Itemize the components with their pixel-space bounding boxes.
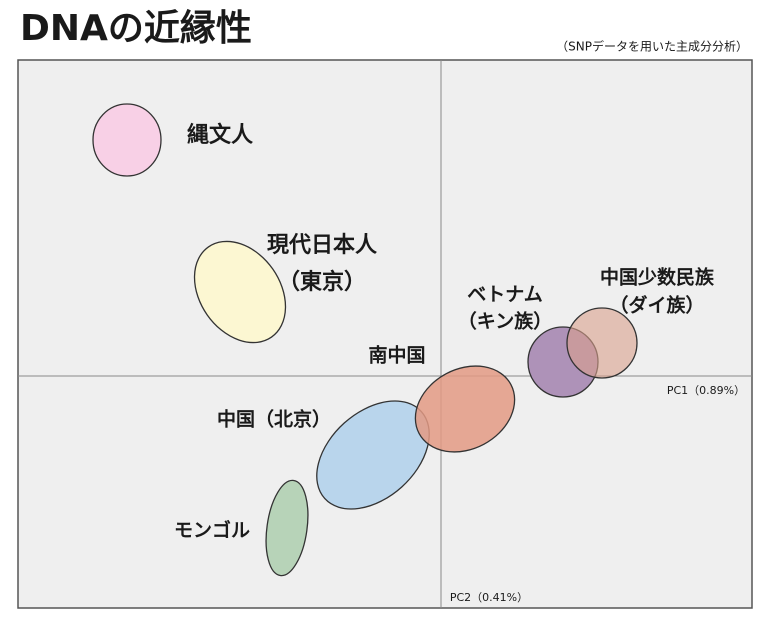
group-label: 中国少数民族 [600,266,715,289]
title: DNAの近縁性 [20,8,252,49]
group-label: モンゴル [174,519,250,542]
subtitle: （SNPデータを用いた主成分分析） [556,39,748,54]
pc1-label: PC1（0.89%） [667,384,745,397]
group-label: ベトナム [467,284,542,306]
group-label: 南中国 [368,344,425,367]
mongol-ellipse [265,479,309,577]
group-label: （キン族） [458,310,552,333]
dai-ellipse [566,307,638,379]
group-label: 現代日本人 [267,233,377,258]
group-label: （ダイ族） [609,294,704,317]
pc2-label: PC2（0.41%） [450,591,528,604]
south-china-ellipse [414,365,516,453]
group-label: 縄文人 [187,122,253,148]
group-label: （東京） [278,269,366,295]
japanese-ellipse [193,240,287,344]
group-label: 中国（北京） [217,408,331,431]
jomon-ellipse [92,103,162,177]
